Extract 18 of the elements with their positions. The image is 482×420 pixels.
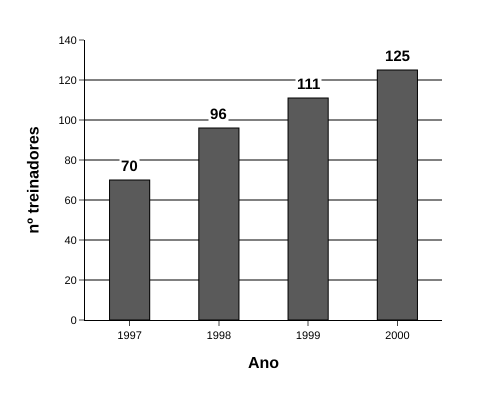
y-axis-title: nº treinadores — [25, 126, 42, 234]
y-tick-label: 0 — [70, 314, 77, 327]
y-tick-label: 80 — [64, 154, 77, 167]
y-tick-label: 120 — [58, 74, 77, 87]
x-tick-label: 1999 — [296, 330, 320, 342]
x-axis-title: Ano — [248, 354, 280, 372]
data-label: 96 — [210, 106, 227, 123]
y-tick-label: 100 — [58, 114, 77, 127]
y-tick-label: 60 — [64, 194, 77, 207]
data-label: 125 — [385, 48, 410, 65]
x-tick-label: 2000 — [385, 330, 410, 342]
y-tick-label: 20 — [64, 274, 77, 287]
x-tick-label: 1998 — [206, 330, 232, 342]
y-tick-label: 140 — [58, 34, 77, 47]
data-label: 70 — [121, 158, 138, 175]
x-tick-label: 1997 — [117, 330, 142, 342]
data-label: 111 — [297, 76, 320, 93]
y-tick-label: 40 — [64, 234, 77, 247]
